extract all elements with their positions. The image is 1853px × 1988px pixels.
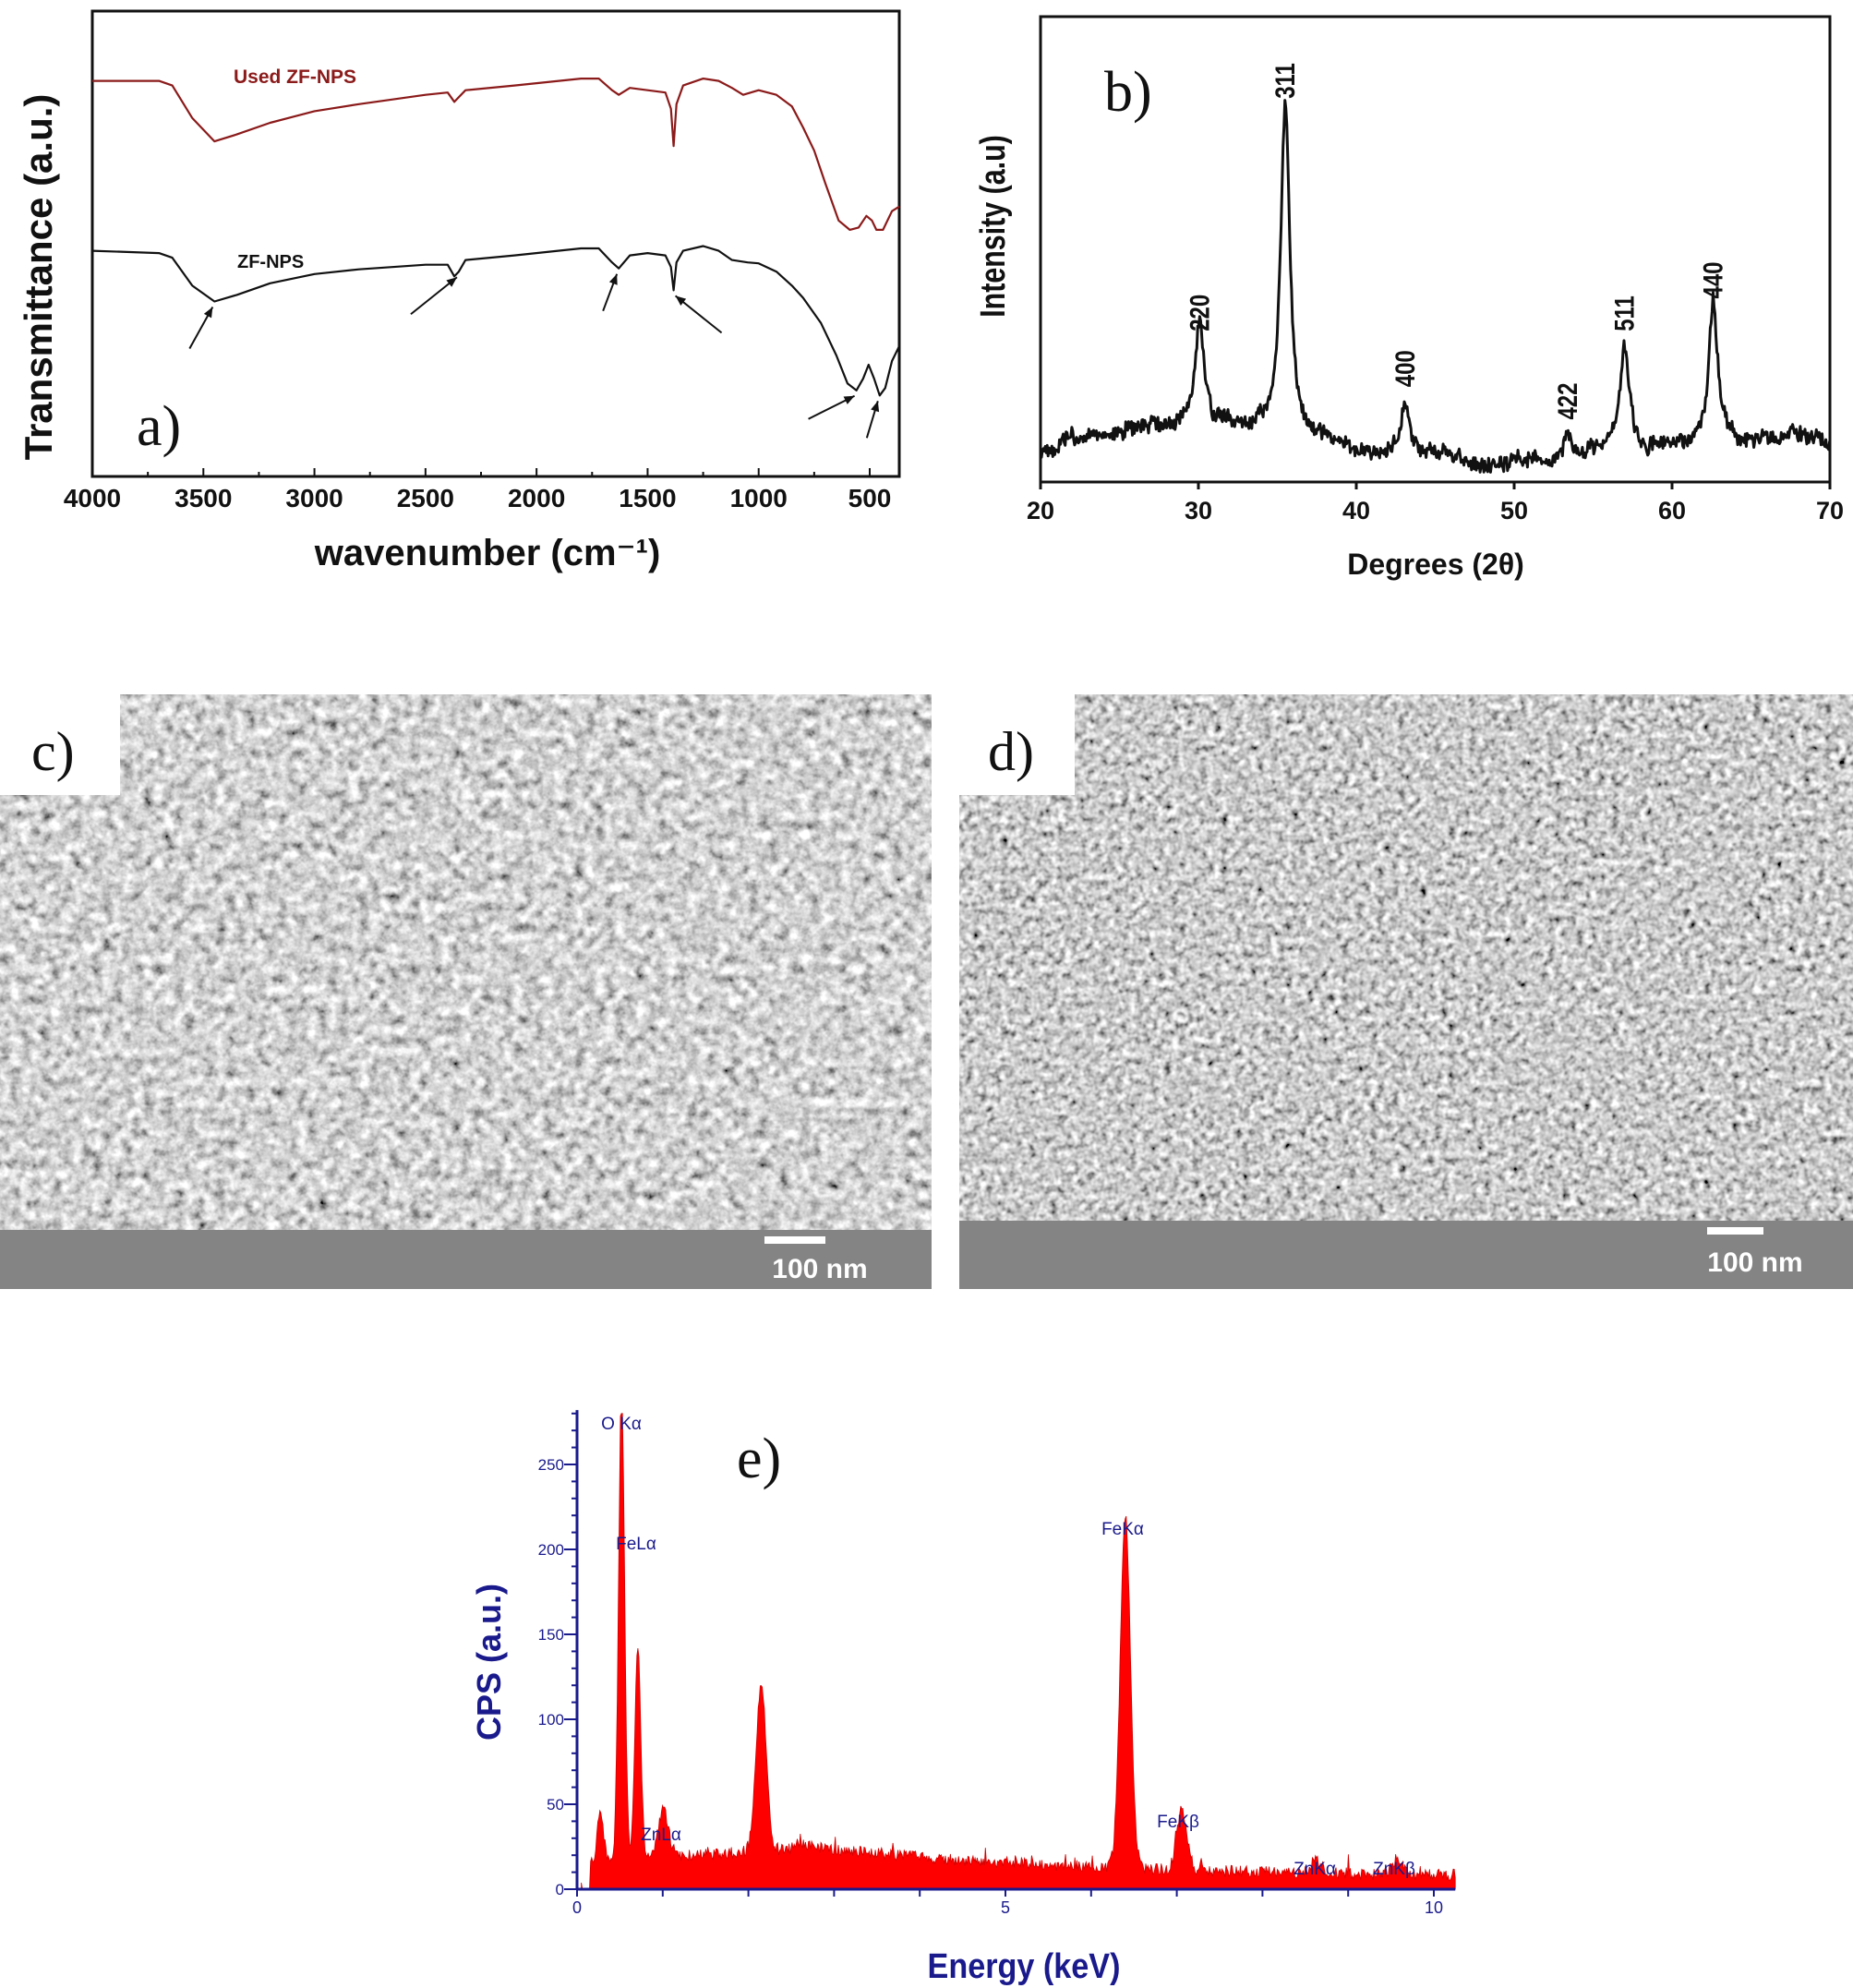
scale-bar: [764, 1236, 825, 1244]
x-tick-label: 40: [1342, 497, 1370, 524]
ftir-series-label-used: Used ZF-NPS: [234, 66, 356, 88]
y-tick-label: 0: [556, 1881, 564, 1898]
x-tick-label: 1000: [730, 484, 788, 512]
x-tick-label: 500: [848, 484, 892, 512]
xrd-pattern-line: [1039, 99, 1832, 474]
ftir-arrow-head: [843, 395, 855, 404]
ftir-arrow-head: [446, 277, 457, 287]
scale-bar-label: 100 nm: [1707, 1247, 1802, 1278]
ftir-y-axis-title: Transmittance (a.u.): [17, 94, 60, 461]
y-tick-label: 50: [547, 1796, 564, 1813]
eds-peak-label: FeKβ: [1157, 1813, 1199, 1832]
eds-y-axis-title: CPS (a.u.): [470, 1584, 508, 1741]
sem-image-c: 100 nm c): [0, 694, 932, 1289]
ftir-series-label-fresh: ZF-NPS: [237, 252, 304, 272]
xrd-peak-label: 511: [1608, 295, 1640, 331]
xrd-peak-label: 422: [1552, 383, 1583, 420]
eds-peak-label: ZnKβ: [1373, 1860, 1415, 1879]
eds-peak-label: ZnKα: [1293, 1860, 1336, 1879]
eds-x-axis-title: Energy (keV): [928, 1946, 1121, 1985]
eds-peak-label: O Kα: [601, 1415, 642, 1434]
x-tick-label: 20: [1027, 497, 1054, 524]
xrd-x-axis-title: Degrees (2θ): [1347, 548, 1524, 581]
ftir-arrow-head: [608, 273, 618, 285]
ftir-arrow-head: [203, 307, 213, 319]
xrd-peak-label: 440: [1697, 261, 1728, 298]
x-tick-label: 3000: [285, 484, 343, 512]
eds-spectrum-area: [581, 1413, 1456, 1890]
ftir-arrow-head: [871, 401, 880, 413]
eds-peak-label: ZnLα: [641, 1825, 681, 1845]
xrd-y-axis-title: Intensity (a.u): [974, 135, 1013, 318]
y-tick-label: 150: [538, 1626, 564, 1644]
ftir-plot-frame: [90, 9, 901, 478]
ftir-panel-label: a): [137, 395, 181, 458]
ftir-series-line-used: [92, 78, 900, 231]
xrd-panel: 20 30 40 50 60 70 220 311 400 422 511 440 b) Degre…: [974, 15, 1844, 581]
x-tick-label: 3500: [174, 484, 232, 512]
x-tick-label: 10: [1425, 1898, 1443, 1917]
ftir-x-axis-title: wavenumber (cm⁻¹): [314, 533, 661, 573]
ftir-arrow-head: [675, 295, 687, 306]
x-tick-label: 30: [1185, 497, 1212, 524]
ftir-series-line-fresh: [91, 245, 900, 397]
x-tick-label: 70: [1816, 497, 1844, 524]
x-tick-label: 0: [572, 1898, 582, 1917]
x-tick-label: 60: [1658, 497, 1686, 524]
x-tick-label: 5: [1001, 1898, 1010, 1917]
x-tick-label: 4000: [64, 484, 121, 512]
eds-peak-label: FeKα: [1101, 1520, 1144, 1539]
scale-bar-label: 100 nm: [772, 1254, 867, 1284]
x-tick-label: 50: [1500, 497, 1528, 524]
eds-panel-label: e): [737, 1428, 781, 1490]
xrd-peak-label: 311: [1269, 63, 1300, 99]
x-tick-label: 2000: [508, 484, 565, 512]
ftir-panel: 4000 3500 3000 2500 2000 1500 1000 500 Used ZF-…: [17, 9, 901, 573]
xrd-peak-label: 400: [1389, 350, 1420, 387]
sem-c-panel-label: c): [31, 721, 75, 782]
y-tick-label: 200: [538, 1541, 564, 1559]
x-tick-label: 1500: [619, 484, 676, 512]
eds-panel: 0 50 100 150 200 250 0 5 10 O Kα FeLα ZnLα FeKα FeKβ…: [470, 1410, 1456, 1985]
xrd-plot-frame: [1039, 15, 1832, 484]
x-tick-label: 2500: [397, 484, 454, 512]
sem-d-panel-label: d): [988, 721, 1034, 782]
sem-image-d: 100 nm d): [959, 694, 1853, 1289]
scale-bar: [1707, 1227, 1763, 1235]
y-tick-label: 250: [538, 1456, 564, 1474]
xrd-panel-label: b): [1104, 61, 1152, 124]
xrd-peak-label: 220: [1184, 295, 1215, 331]
eds-peak-label: FeLα: [616, 1535, 656, 1554]
y-tick-label: 100: [538, 1711, 564, 1729]
